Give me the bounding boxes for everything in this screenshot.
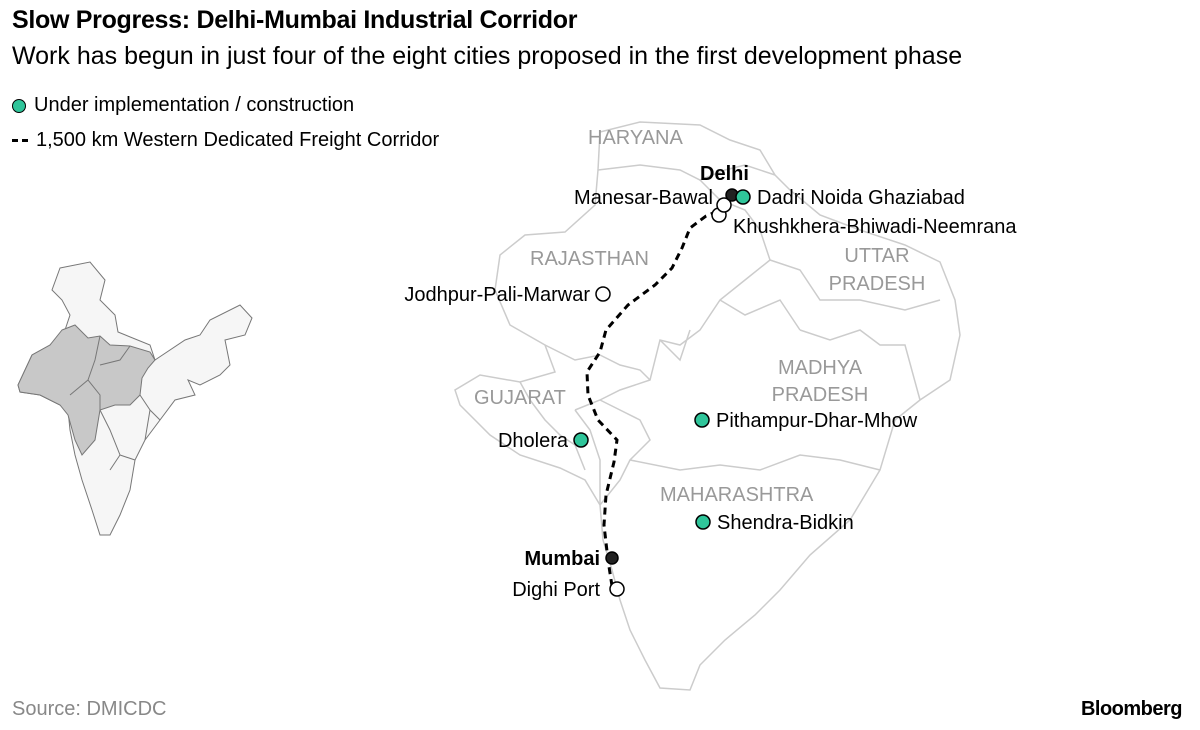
source-note: Source: DMICDC xyxy=(12,698,167,720)
state-label-uttar-pradesh: UTTAR xyxy=(844,245,909,267)
marker-manesar xyxy=(716,197,732,213)
chart-title: Slow Progress: Delhi-Mumbai Industrial C… xyxy=(12,6,578,34)
city-label-dadri: Dadri Noida Ghaziabad xyxy=(757,187,965,209)
legend-item-implementation: Under implementation / construction xyxy=(12,94,354,117)
legend-label: 1,500 km Western Dedicated Freight Corri… xyxy=(36,129,440,151)
marker-mumbai xyxy=(605,551,619,565)
city-label-dighi: Dighi Port xyxy=(512,579,600,601)
inset-highlighted-states xyxy=(17,324,156,456)
city-label-delhi: Delhi xyxy=(700,163,749,185)
marker-jodhpur xyxy=(595,286,611,302)
freight-corridor-line xyxy=(585,208,721,587)
green-dot-icon xyxy=(12,98,26,113)
chart-subtitle: Work has begun in just four of the eight… xyxy=(12,42,963,70)
region-borders xyxy=(454,121,961,691)
bloomberg-logo: Bloomberg xyxy=(1080,698,1183,720)
marker-dadri xyxy=(735,189,751,205)
inset-india-map xyxy=(17,261,253,536)
marker-dholera xyxy=(573,432,589,448)
marker-pithampur xyxy=(694,412,710,428)
city-label-jodhpur: Jodhpur-Pali-Marwar xyxy=(404,284,590,306)
legend-label: Under implementation / construction xyxy=(34,94,355,116)
state-label-haryana: HARYANA xyxy=(588,127,684,149)
state-label-gujarat: GUJARAT xyxy=(474,387,566,409)
city-label-shendra: Shendra-Bidkin xyxy=(717,512,854,534)
city-label-pithampur: Pithampur-Dhar-Mhow xyxy=(716,410,918,432)
city-label-khushkhera: Khushkhera-Bhiwadi-Neemrana xyxy=(733,216,1017,238)
legend-item-freight-corridor: 1,500 km Western Dedicated Freight Corri… xyxy=(12,129,439,152)
state-label-madhya-pradesh-2: PRADESH xyxy=(772,384,869,406)
city-label-manesar: Manesar-Bawal xyxy=(574,187,713,209)
state-label-madhya-pradesh: MADHYA xyxy=(778,357,863,379)
marker-dighi xyxy=(609,581,625,597)
dashed-line-icon xyxy=(12,139,28,142)
state-label-rajasthan: RAJASTHAN xyxy=(530,248,649,270)
city-label-dholera: Dholera xyxy=(498,430,569,452)
marker-shendra xyxy=(695,514,711,530)
state-label-uttar-pradesh-2: PRADESH xyxy=(829,273,926,295)
city-label-mumbai: Mumbai xyxy=(524,548,600,570)
state-label-maharashtra: MAHARASHTRA xyxy=(660,484,814,506)
